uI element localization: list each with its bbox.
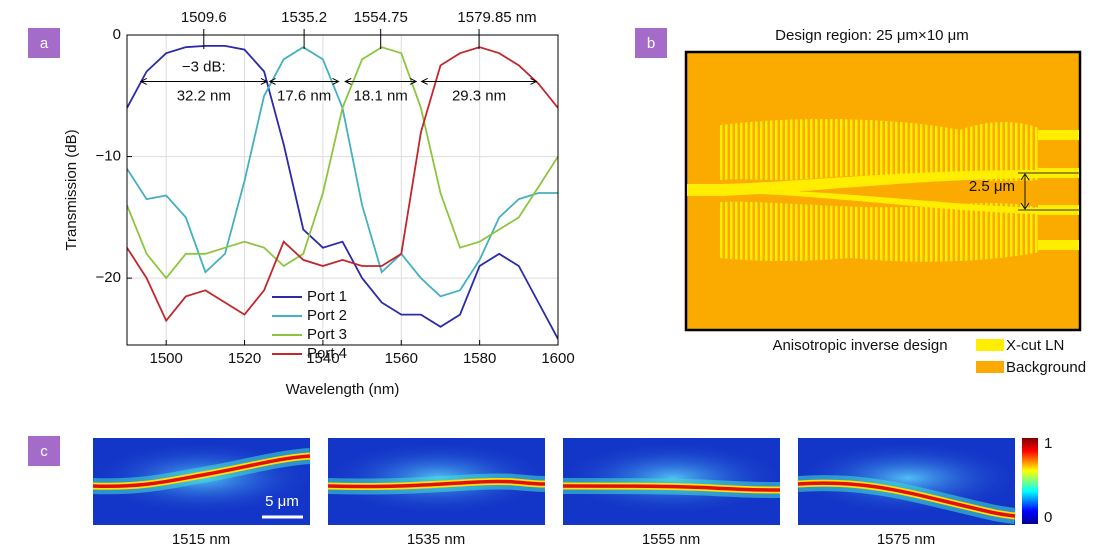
field-core	[562, 484, 781, 492]
threshold-label: −3 dB:	[182, 58, 226, 75]
x-tick-label: 1500	[149, 350, 182, 367]
series-line	[127, 46, 558, 280]
peak-label: 1554.75	[354, 9, 408, 26]
legend-label: Port 3	[307, 326, 347, 343]
x-tick-label: 1580	[463, 350, 496, 367]
legend-label: Port 2	[307, 307, 347, 324]
x-axis-label: Wavelength (nm)	[286, 381, 400, 398]
design-pattern	[720, 118, 1040, 182]
arrow-head	[1020, 173, 1030, 210]
series-line	[127, 46, 558, 323]
bandwidth-label: 18.1 nm	[354, 87, 408, 104]
arrow-head	[268, 78, 340, 85]
panel-label-box	[635, 28, 667, 58]
y-tick-label: 0	[113, 26, 121, 43]
field-core	[327, 479, 546, 489]
design-title: Design region: 25 μm×10 μm	[775, 27, 969, 44]
field-map	[562, 438, 783, 525]
design-panel: Design region: 25 μm×10 μm 2.5 μm Anisot…	[684, 27, 1086, 376]
panel-label: c	[40, 443, 48, 460]
legend-label: X-cut LN	[1006, 337, 1064, 354]
x-tick-label: 1520	[228, 350, 261, 367]
bandwidth-label: 32.2 nm	[177, 87, 231, 104]
field-core	[797, 481, 1016, 518]
arrow-head	[139, 78, 268, 85]
legend-label: Port 4	[307, 345, 347, 362]
axes-frame	[126, 34, 559, 346]
panel-label-box	[28, 436, 60, 466]
field-maps	[92, 438, 1018, 525]
scale-bar-label: 5 μm	[265, 493, 299, 510]
wavelength-label: 1575 nm	[877, 531, 935, 548]
design-caption: Anisotropic inverse design	[772, 337, 947, 354]
legend-swatch	[976, 339, 1004, 351]
field-core	[92, 454, 311, 489]
colorbar-tick: 1	[1044, 435, 1052, 452]
field-map	[92, 438, 313, 525]
output-waveguide	[1038, 130, 1079, 140]
design-legend: X-cut LN Background	[976, 337, 1086, 376]
y-tick-label: −10	[96, 148, 121, 165]
wavelength-label: 1535 nm	[407, 531, 465, 548]
field-glow	[563, 443, 783, 513]
panel-label: a	[40, 35, 49, 52]
y-tick-label: −20	[96, 269, 121, 286]
peak-label: 1579.85 nm	[457, 9, 536, 26]
field-map	[797, 438, 1018, 525]
wavelength-label: 1555 nm	[642, 531, 700, 548]
design-pattern	[720, 201, 1040, 262]
wavelength-label: 1515 nm	[172, 531, 230, 548]
legend-label: Background	[1006, 359, 1086, 376]
field-map	[327, 438, 548, 525]
y-axis-label: Transmission (dB)	[63, 129, 80, 250]
bandwidth-label: 17.6 nm	[277, 87, 331, 104]
x-tick-label: 1540	[306, 350, 339, 367]
legend-swatch	[976, 361, 1004, 373]
peak-label: 1535.2	[281, 9, 327, 26]
panel-label-box	[28, 28, 60, 58]
design-core	[760, 190, 1040, 214]
design-core	[720, 170, 1040, 196]
panel-label: b	[647, 35, 655, 52]
field-glow	[798, 443, 1018, 513]
colorbar	[1022, 438, 1038, 524]
arrow-head	[344, 78, 418, 85]
x-tick-label: 1560	[385, 350, 418, 367]
bandwidth-label: 29.3 nm	[452, 87, 506, 104]
legend-label: Port 1	[307, 288, 347, 305]
output-waveguide	[1038, 240, 1079, 250]
input-waveguide	[687, 184, 727, 196]
peak-label: 1509.6	[181, 9, 227, 26]
series-line	[127, 45, 558, 340]
gap-label: 2.5 μm	[969, 178, 1015, 195]
x-tick-label: 1600	[541, 350, 574, 367]
colorbar-tick: 0	[1044, 509, 1052, 526]
plot-area	[127, 45, 558, 340]
arrow-head	[420, 78, 538, 85]
